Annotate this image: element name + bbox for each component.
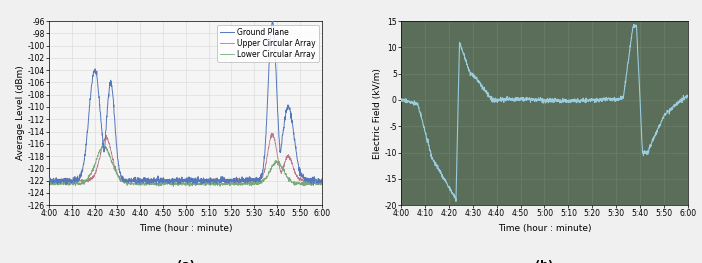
- Y-axis label: Electric Field (kV/m): Electric Field (kV/m): [373, 68, 382, 159]
- Upper Circular Array: [255, 178, 263, 181]
- Legend: Ground Plane, Upper Circular Array, Lower Circular Array: Ground Plane, Upper Circular Array, Lowe…: [217, 25, 319, 62]
- X-axis label: Time (hour : minute): Time (hour : minute): [498, 224, 591, 233]
- Lower Circular Array: [318, 180, 326, 183]
- Ground Plane: [192, 183, 201, 186]
- Ground Plane: [217, 180, 225, 184]
- Upper Circular Array: [318, 179, 326, 182]
- Upper Circular Array: [45, 179, 53, 183]
- Y-axis label: Average Level (dBm): Average Level (dBm): [16, 66, 25, 160]
- Lower Circular Array: [217, 182, 225, 185]
- Lower Circular Array: [107, 161, 116, 164]
- Upper Circular Array: [135, 179, 144, 182]
- Lower Circular Array: [135, 182, 144, 185]
- Ground Plane: [135, 177, 144, 180]
- Upper Circular Array: [232, 182, 241, 185]
- Ground Plane: [131, 176, 140, 179]
- Ground Plane: [227, 178, 235, 181]
- Ground Plane: [107, 85, 116, 88]
- Text: (a): (a): [177, 260, 194, 263]
- Upper Circular Array: [226, 180, 234, 183]
- Text: (b): (b): [536, 260, 553, 263]
- Line: Ground Plane: Ground Plane: [49, 20, 322, 185]
- Upper Circular Array: [107, 151, 116, 154]
- Ground Plane: [255, 180, 263, 183]
- Lower Circular Array: [255, 180, 263, 184]
- Upper Circular Array: [131, 180, 140, 183]
- Line: Lower Circular Array: Lower Circular Array: [49, 145, 322, 186]
- Lower Circular Array: [99, 144, 107, 147]
- Line: Upper Circular Array: Upper Circular Array: [49, 133, 322, 183]
- Lower Circular Array: [169, 185, 178, 188]
- Upper Circular Array: [267, 132, 276, 135]
- Ground Plane: [45, 178, 53, 181]
- Ground Plane: [268, 18, 277, 21]
- Lower Circular Array: [227, 182, 235, 185]
- Upper Circular Array: [216, 180, 225, 183]
- Lower Circular Array: [45, 183, 53, 186]
- Ground Plane: [318, 179, 326, 182]
- Lower Circular Array: [131, 183, 140, 186]
- X-axis label: Time (hour : minute): Time (hour : minute): [139, 224, 232, 233]
